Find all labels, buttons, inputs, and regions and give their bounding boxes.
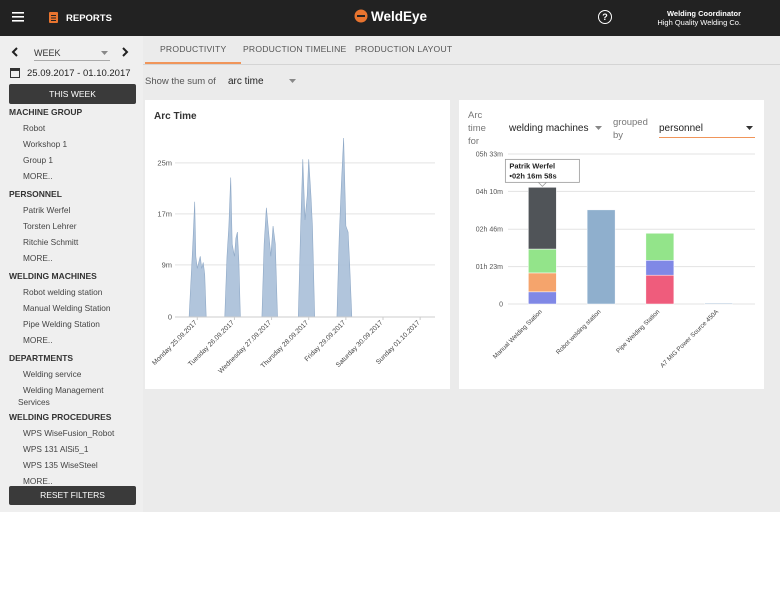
tab[interactable]: PRODUCTION LAYOUT bbox=[355, 44, 453, 54]
date-range: 25.09.2017 - 01.10.2017 bbox=[27, 68, 131, 79]
dropdown-caret bbox=[595, 126, 602, 130]
this-week-button[interactable]: THIS WEEK bbox=[9, 84, 136, 104]
tab[interactable]: PRODUCTIVITY bbox=[160, 44, 227, 54]
filter-group: WELDING PROCEDURES WPS WiseFusion_Robot WP… bbox=[0, 410, 143, 489]
filter-group: MACHINE GROUP Robot Workshop 1 Group 1 MORE.… bbox=[0, 105, 143, 184]
group-label: grouped by bbox=[613, 117, 648, 141]
reports-icon bbox=[49, 12, 58, 23]
more-link[interactable]: MORE.. bbox=[23, 335, 53, 345]
filter-item[interactable]: WPS WiseFusion_Robot bbox=[23, 428, 115, 438]
filter-item[interactable]: Group 1 bbox=[23, 155, 53, 165]
sum-label: Show the sum of bbox=[145, 76, 216, 87]
breakdown-card bbox=[459, 100, 764, 389]
user-role[interactable]: Welding Coordinator bbox=[666, 9, 741, 18]
arc-time-card bbox=[145, 100, 450, 389]
more-link[interactable]: MORE.. bbox=[23, 171, 53, 181]
filter-item[interactable]: Robot bbox=[23, 123, 46, 133]
period-select[interactable]: WEEK bbox=[34, 48, 110, 61]
dropdown-caret bbox=[289, 79, 296, 83]
filter-item[interactable]: Torsten Lehrer bbox=[23, 221, 77, 231]
breakdown-label: Arc time for bbox=[468, 110, 486, 147]
section-title[interactable]: REPORTS bbox=[66, 13, 112, 24]
brand-name: WeldEye bbox=[371, 9, 428, 24]
top-bar: REPORTS WeldEye ? Welding Coordinator Hi… bbox=[0, 0, 780, 36]
tab-divider bbox=[143, 64, 780, 65]
calendar-icon bbox=[10, 68, 20, 78]
tab-bar: PRODUCTIVITY PRODUCTION TIMELINE PRODUCTIO… bbox=[143, 0, 780, 65]
filter-item[interactable]: Patrik Werfel bbox=[23, 205, 71, 215]
filter-heading: MACHINE GROUP bbox=[9, 107, 83, 117]
filter-heading: PERSONNEL bbox=[9, 189, 62, 199]
filter-item[interactable]: Robot welding station bbox=[23, 287, 103, 297]
app: REPORTS WeldEye ? Welding Coordinator Hi… bbox=[0, 0, 780, 512]
brand-logo bbox=[354, 9, 368, 23]
more-link[interactable]: MORE.. bbox=[23, 253, 53, 263]
filter-group: DEPARTMENTS Welding service Welding Manage… bbox=[0, 351, 143, 410]
more-link[interactable]: MORE.. bbox=[23, 476, 53, 486]
filter-item[interactable]: WPS 135 WiseSteel bbox=[23, 460, 98, 470]
filter-item[interactable]: WPS 131 AlSi5_1 bbox=[23, 444, 89, 454]
filter-group: WELDING MACHINES Robot welding station Man… bbox=[0, 269, 143, 348]
prev-week[interactable] bbox=[11, 47, 19, 57]
filter-group: PERSONNEL Patrik Werfel Torsten Lehrer Ritc… bbox=[0, 187, 143, 266]
tab-underline bbox=[145, 62, 241, 64]
sidebar: WEEK 25.09.2017 - 01.10.2017 THIS WEEK M… bbox=[0, 36, 143, 512]
tab[interactable]: PRODUCTION TIMELINE bbox=[243, 44, 347, 54]
filter-heading: WELDING PROCEDURES bbox=[9, 412, 112, 422]
filter-item[interactable]: Workshop 1 bbox=[23, 139, 68, 149]
help-button[interactable]: ? bbox=[598, 10, 612, 24]
filter-item[interactable]: Pipe Welding Station bbox=[23, 319, 100, 329]
reset-filters-button[interactable]: RESET FILTERS bbox=[9, 486, 136, 505]
filter-heading: WELDING MACHINES bbox=[9, 271, 97, 281]
filter-item[interactable]: Ritchie Schmitt bbox=[23, 237, 79, 247]
filter-groups: MACHINE GROUP Robot Workshop 1 Group 1 MORE.… bbox=[0, 105, 143, 492]
sum-select[interactable]: arc time bbox=[228, 76, 264, 87]
machines-select[interactable]: welding machines bbox=[509, 123, 589, 134]
next-week[interactable] bbox=[121, 47, 129, 57]
filter-heading: DEPARTMENTS bbox=[9, 353, 74, 363]
menu-icon[interactable] bbox=[12, 12, 24, 22]
dropdown-caret bbox=[746, 126, 753, 130]
dropdown-caret bbox=[101, 51, 108, 55]
filter-item[interactable]: Manual Welding Station bbox=[23, 303, 111, 313]
group-select[interactable]: personnel bbox=[659, 123, 755, 138]
company-name: High Quality Welding Co. bbox=[657, 18, 741, 27]
filter-item[interactable]: Welding Management Services bbox=[18, 385, 104, 407]
filter-item[interactable]: Welding service bbox=[23, 369, 82, 379]
